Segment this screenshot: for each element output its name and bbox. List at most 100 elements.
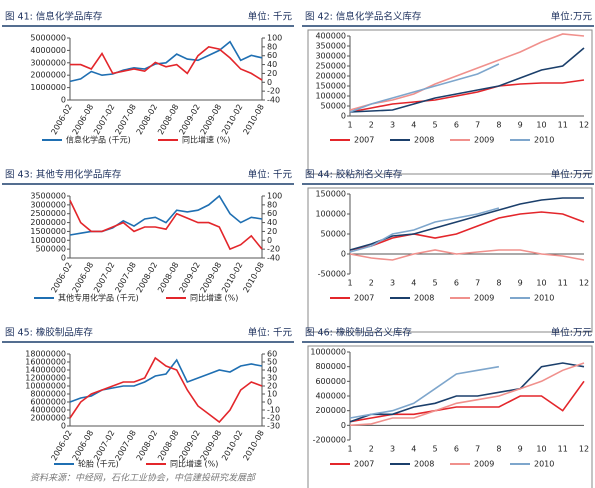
y-tick-label: 800000 — [315, 362, 346, 371]
panel-title: 图 44: 胶粘剂名义库存 — [305, 169, 403, 181]
y-tick-label: 3000000 — [30, 58, 66, 67]
legend-label: 2007 — [354, 136, 374, 145]
series-line — [349, 197, 584, 251]
x-tick-label: 5 — [433, 279, 438, 288]
y-tick-label: 16000000 — [25, 358, 66, 367]
x-tick-label: 8 — [496, 445, 501, 454]
y-tick-label: 0 — [341, 112, 346, 121]
series-line — [349, 362, 585, 423]
legend-label: 2010 — [534, 136, 554, 145]
y2-tick-label: -20 — [267, 87, 280, 96]
x-tick-label: 3 — [390, 121, 395, 130]
y-tick-label: 400000 — [315, 392, 346, 401]
series-line — [70, 46, 263, 81]
x-tick-label: 6 — [454, 121, 459, 130]
x-tick-label: 6 — [454, 279, 459, 288]
y-tick-label: 100000 — [315, 210, 346, 219]
y-tick-label: 0 — [61, 96, 66, 105]
legend-label: 2008 — [414, 136, 434, 145]
legend-label: 信息化学品 (千元) — [66, 135, 131, 145]
y-tick-label: 2000000 — [30, 218, 66, 227]
x-tick-label: 11 — [558, 445, 568, 454]
x-tick-label: 3 — [390, 279, 395, 288]
y2-tick-label: 100 — [267, 192, 282, 201]
y-tick-label: 18000000 — [25, 350, 66, 359]
x-tick-label: 2010-08 — [241, 429, 266, 462]
series-line — [349, 207, 500, 253]
x-tick-label: 4 — [411, 279, 416, 288]
x-tick-label: 1 — [347, 121, 352, 130]
series-line — [349, 79, 585, 113]
chart-frame — [307, 187, 593, 333]
panel-title: 图 46: 橡胶制品名义库存 — [305, 327, 412, 339]
y-tick-label: 100000 — [315, 92, 346, 101]
y2-tick-label: 40 — [267, 218, 277, 227]
x-tick-label: 5 — [433, 121, 438, 130]
y-tick-label: 4000000 — [30, 406, 66, 415]
panel-unit: 单位: 千元 — [248, 11, 293, 23]
legend-label: 同比增速 (%) — [182, 135, 230, 145]
y-tick-label: 2000000 — [30, 414, 66, 423]
x-tick-label: 3 — [390, 445, 395, 454]
y2-tick-label: 50 — [267, 358, 277, 367]
y-tick-label: 50000 — [321, 102, 346, 111]
x-tick-label: 4 — [411, 445, 416, 454]
chart-frame — [307, 345, 593, 488]
series-line — [69, 200, 263, 251]
panel-title: 图 45: 橡胶制品库存 — [5, 327, 93, 339]
legend-label: 2009 — [474, 136, 494, 145]
y-tick-label: 200000 — [315, 406, 346, 415]
y2-tick-label: 0 — [267, 398, 272, 407]
x-tick-label: 1 — [347, 279, 352, 288]
y2-tick-label: 20 — [267, 382, 277, 391]
legend-label: 同比增速 (%) — [170, 459, 218, 469]
y-tick-label: 5000000 — [30, 34, 66, 43]
x-tick-label: 10 — [536, 121, 546, 130]
y-tick-label: 350000 — [315, 42, 346, 51]
panel-title: 图 43: 其他专用化学品库存 — [5, 169, 122, 181]
y-tick-label: 0 — [61, 254, 66, 263]
y2-tick-label: -20 — [267, 245, 280, 254]
series-line — [349, 47, 585, 113]
legend-label: 2009 — [474, 294, 494, 303]
x-tick-label: 12 — [579, 121, 589, 130]
y2-tick-label: 80 — [267, 200, 277, 209]
x-tick-label: 11 — [558, 121, 568, 130]
y-tick-label: 2500000 — [30, 209, 66, 218]
legend-label: 2010 — [534, 460, 554, 469]
y-tick-label: -50000 — [318, 270, 346, 279]
y-tick-label: 200000 — [315, 72, 346, 81]
legend-label: 其他专用化学品 (千元) — [58, 293, 139, 303]
y2-tick-label: 40 — [267, 60, 277, 69]
panel-unit: 单位:万元 — [551, 327, 593, 339]
x-tick-label: 10 — [536, 279, 546, 288]
x-tick-label: 2 — [369, 279, 374, 288]
y2-tick-label: 10 — [267, 390, 277, 399]
y-tick-label: -200000 — [313, 436, 346, 445]
y-tick-label: 10000000 — [25, 382, 66, 391]
legend-label: 2009 — [474, 460, 494, 469]
x-tick-label: 11 — [558, 279, 568, 288]
x-tick-label: 9 — [518, 445, 523, 454]
y-tick-label: 4000000 — [30, 46, 66, 55]
legend-label: 2008 — [414, 460, 434, 469]
y2-tick-label: -10 — [267, 406, 280, 415]
y-tick-label: 6000000 — [30, 398, 66, 407]
y2-tick-label: 80 — [267, 42, 277, 51]
y2-tick-label: 30 — [267, 374, 277, 383]
y-tick-label: 150000 — [315, 190, 346, 199]
panel-title: 图 42: 信息化学品名义库存 — [305, 11, 422, 23]
y-tick-label: 400000 — [315, 32, 346, 41]
y-tick-label: 2000000 — [30, 71, 66, 80]
series-line — [349, 63, 500, 113]
x-tick-label: 7 — [475, 445, 480, 454]
legend-label: 2010 — [534, 294, 554, 303]
y2-tick-label: 20 — [267, 69, 277, 78]
panel-unit: 单位: 千元 — [248, 169, 293, 181]
x-tick-label: 8 — [496, 279, 501, 288]
y-tick-label: 0 — [341, 421, 346, 430]
x-tick-label: 9 — [518, 121, 523, 130]
chart-frame — [307, 29, 593, 175]
y2-tick-label: 60 — [267, 51, 277, 60]
